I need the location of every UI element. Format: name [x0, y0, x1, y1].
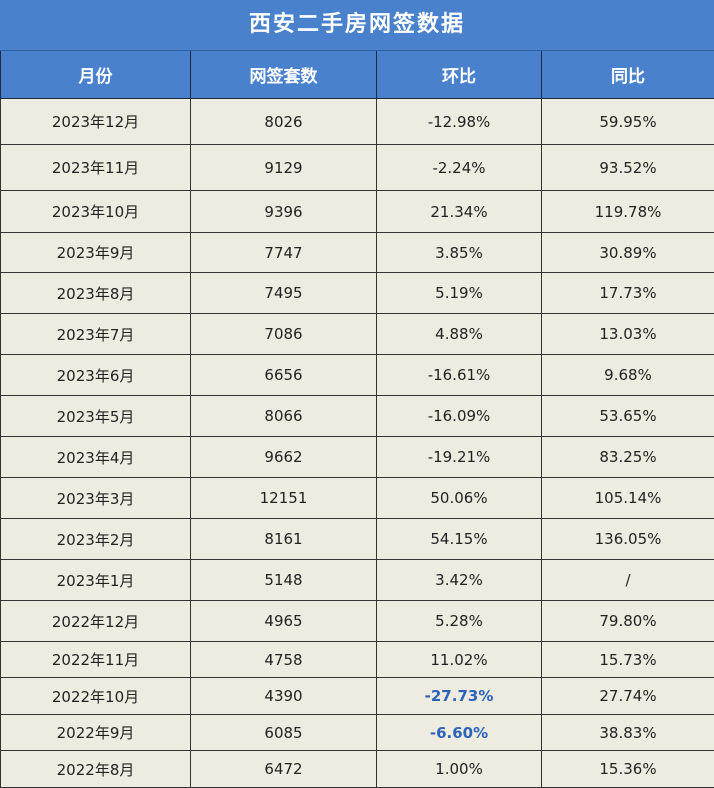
cell-month: 2023年6月: [1, 355, 191, 396]
cell-yoy: 27.74%: [542, 678, 714, 715]
cell-month: 2023年4月: [1, 437, 191, 478]
cell-month: 2022年8月: [1, 751, 191, 788]
cell-month: 2023年10月: [1, 191, 191, 233]
cell-yoy: 59.95%: [542, 99, 714, 145]
cell-month: 2022年10月: [1, 678, 191, 715]
column-header-count: 网签套数: [191, 51, 377, 99]
column-header-month: 月份: [1, 51, 191, 99]
cell-yoy: 83.25%: [542, 437, 714, 478]
cell-month: 2023年3月: [1, 478, 191, 519]
cell-count: 4965: [191, 601, 377, 642]
cell-month: 2023年12月: [1, 99, 191, 145]
cell-yoy: 13.03%: [542, 314, 714, 355]
column-header-yoy: 同比: [542, 51, 714, 99]
cell-yoy: 17.73%: [542, 273, 714, 314]
cell-mom: 3.85%: [377, 233, 542, 273]
cell-mom: 54.15%: [377, 519, 542, 560]
cell-mom: 1.00%: [377, 751, 542, 788]
cell-mom: 5.19%: [377, 273, 542, 314]
cell-mom: -16.09%: [377, 396, 542, 437]
cell-yoy: 79.80%: [542, 601, 714, 642]
cell-mom: -6.60%: [377, 715, 542, 751]
cell-yoy: 53.65%: [542, 396, 714, 437]
cell-count: 12151: [191, 478, 377, 519]
cell-yoy: 15.36%: [542, 751, 714, 788]
cell-mom: -19.21%: [377, 437, 542, 478]
cell-month: 2023年11月: [1, 145, 191, 191]
cell-mom: -12.98%: [377, 99, 542, 145]
cell-count: 6472: [191, 751, 377, 788]
cell-count: 9129: [191, 145, 377, 191]
cell-count: 6085: [191, 715, 377, 751]
cell-yoy: 30.89%: [542, 233, 714, 273]
cell-month: 2023年2月: [1, 519, 191, 560]
cell-count: 4390: [191, 678, 377, 715]
cell-count: 7495: [191, 273, 377, 314]
cell-count: 8161: [191, 519, 377, 560]
cell-month: 2023年1月: [1, 560, 191, 601]
cell-count: 9396: [191, 191, 377, 233]
cell-mom: -27.73%: [377, 678, 542, 715]
cell-month: 2023年7月: [1, 314, 191, 355]
cell-mom: 3.42%: [377, 560, 542, 601]
cell-yoy: 136.05%: [542, 519, 714, 560]
cell-month: 2023年9月: [1, 233, 191, 273]
cell-count: 6656: [191, 355, 377, 396]
cell-count: 7747: [191, 233, 377, 273]
cell-mom: -2.24%: [377, 145, 542, 191]
cell-month: 2022年12月: [1, 601, 191, 642]
cell-mom: -16.61%: [377, 355, 542, 396]
cell-mom: 11.02%: [377, 642, 542, 678]
cell-mom: 4.88%: [377, 314, 542, 355]
cell-count: 5148: [191, 560, 377, 601]
cell-mom: 5.28%: [377, 601, 542, 642]
cell-yoy: 93.52%: [542, 145, 714, 191]
cell-yoy: 15.73%: [542, 642, 714, 678]
table-title: 西安二手房网签数据: [0, 0, 714, 51]
cell-yoy: 38.83%: [542, 715, 714, 751]
cell-month: 2022年11月: [1, 642, 191, 678]
cell-month: 2023年5月: [1, 396, 191, 437]
header-row: 月份 网签套数 环比 同比: [1, 51, 714, 99]
cell-yoy: 9.68%: [542, 355, 714, 396]
cell-count: 7086: [191, 314, 377, 355]
cell-month: 2022年9月: [1, 715, 191, 751]
cell-month: 2023年8月: [1, 273, 191, 314]
cell-count: 8026: [191, 99, 377, 145]
cell-yoy: /: [542, 560, 714, 601]
cell-count: 8066: [191, 396, 377, 437]
cell-mom: 21.34%: [377, 191, 542, 233]
column-header-mom: 环比: [377, 51, 542, 99]
cell-mom: 50.06%: [377, 478, 542, 519]
cell-yoy: 119.78%: [542, 191, 714, 233]
cell-yoy: 105.14%: [542, 478, 714, 519]
cell-count: 9662: [191, 437, 377, 478]
cell-count: 4758: [191, 642, 377, 678]
